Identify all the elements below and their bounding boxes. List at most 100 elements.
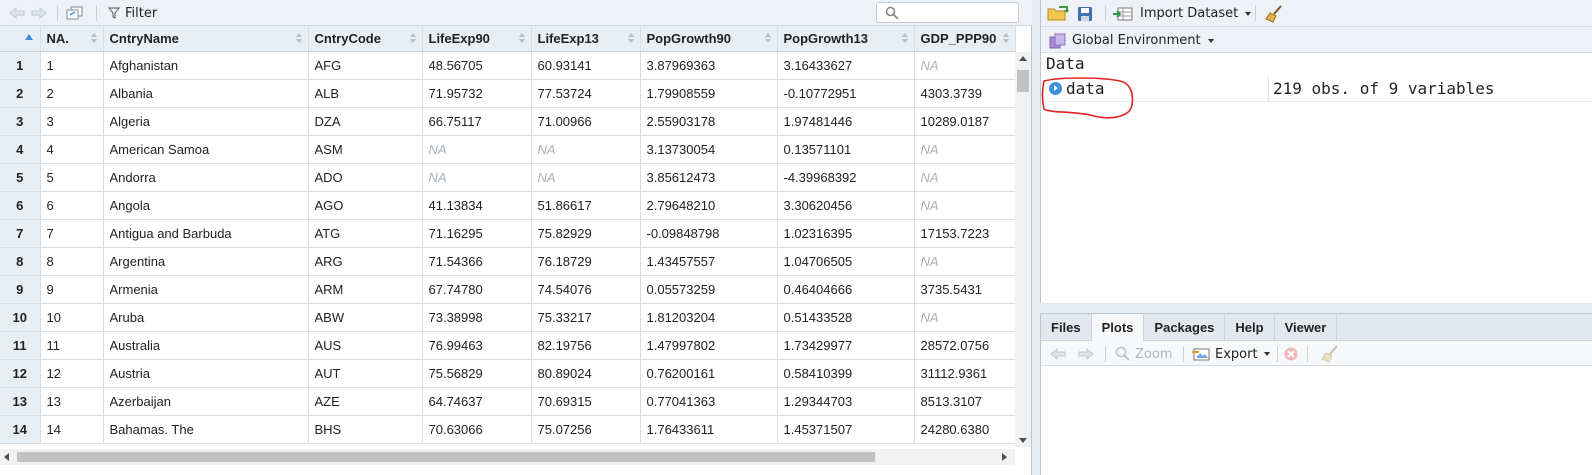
row-number-cell[interactable]: 12 [0,359,41,388]
table-row[interactable]: 11 11 Australia AUS 76.99463 82.19756 1.479978… [0,331,1016,360]
table-row[interactable]: 1 1 Afghanistan AFG 48.56705 60.93141 3.879693… [0,51,1016,80]
table-cell[interactable]: 76.18729 [531,247,641,276]
table-cell[interactable]: 1.04706505 [777,247,915,276]
table-cell[interactable]: 41.13834 [422,191,532,220]
table-cell[interactable]: 1.76433611 [640,415,778,444]
plot-back-arrow-icon[interactable] [1049,345,1067,363]
tab-files[interactable]: Files [1041,314,1092,341]
table-cell[interactable]: 71.54366 [422,247,532,276]
table-cell[interactable]: 1.43457557 [640,247,778,276]
table-cell[interactable]: 8513.3107 [914,387,1016,416]
open-folder-icon[interactable] [1047,4,1069,23]
table-cell[interactable]: 0.05573259 [640,275,778,304]
global-environment-dropdown[interactable]: Global Environment [1049,31,1214,50]
table-cell[interactable]: 1.45371507 [777,415,915,444]
save-icon[interactable] [1077,4,1093,23]
table-cell[interactable]: 12 [40,359,104,388]
table-cell[interactable]: 60.93141 [531,51,641,80]
table-cell[interactable]: -4.39968392 [777,163,915,192]
table-cell[interactable]: NA [914,191,1016,220]
table-cell[interactable]: ALB [308,79,423,108]
row-number-cell[interactable]: 10 [0,303,41,332]
table-row[interactable]: 5 5 Andorra ADO NA NA 3.85612473 -4.39968392 NA [0,163,1016,192]
table-cell[interactable]: 3 [40,107,104,136]
broom-clear-icon[interactable] [1321,345,1341,363]
row-number-cell[interactable]: 3 [0,107,41,136]
table-cell[interactable]: 1 [40,51,104,80]
table-cell[interactable]: 70.63066 [422,415,532,444]
column-header[interactable]: LifeExp13 [531,26,641,52]
row-number-cell[interactable]: 7 [0,219,41,248]
row-number-cell[interactable]: 2 [0,79,41,108]
table-cell[interactable]: 1.02316395 [777,219,915,248]
table-cell[interactable]: BHS [308,415,423,444]
table-cell[interactable]: 51.86617 [531,191,641,220]
table-cell[interactable]: 9 [40,275,104,304]
table-cell[interactable]: Armenia [103,275,309,304]
tab-viewer[interactable]: Viewer [1275,314,1338,341]
import-dataset-button[interactable]: Import Dataset [1113,4,1252,23]
forward-arrow-icon[interactable] [30,4,48,22]
table-cell[interactable]: 6 [40,191,104,220]
table-cell[interactable]: 66.75117 [422,107,532,136]
table-cell[interactable]: 0.13571101 [777,135,915,164]
table-cell[interactable]: 67.74780 [422,275,532,304]
column-header[interactable]: CntryName [103,26,309,52]
table-row[interactable]: 3 3 Algeria DZA 66.75117 71.00966 2.55903178 1.… [0,107,1016,136]
table-cell[interactable]: NA [531,135,641,164]
scroll-right-arrow-icon[interactable] [1002,453,1007,461]
table-cell[interactable]: 13 [40,387,104,416]
table-cell[interactable]: NA [531,163,641,192]
scroll-thumb[interactable] [17,452,875,462]
environment-variable-row[interactable]: data 219 obs. of 9 variables [1041,77,1592,102]
table-row[interactable]: 14 14 Bahamas. The BHS 70.63066 75.07256 1.764… [0,415,1016,444]
table-row[interactable]: 7 7 Antigua and Barbuda ATG 71.16295 75.82929… [0,219,1016,248]
back-arrow-icon[interactable] [8,4,26,22]
table-cell[interactable]: 5 [40,163,104,192]
table-cell[interactable]: 8 [40,247,104,276]
table-cell[interactable]: 10 [40,303,104,332]
row-number-cell[interactable]: 5 [0,163,41,192]
row-number-cell[interactable]: 8 [0,247,41,276]
table-cell[interactable]: 48.56705 [422,51,532,80]
table-cell[interactable]: NA [914,163,1016,192]
column-header[interactable]: LifeExp90 [422,26,532,52]
variable-name[interactable]: data [1066,79,1105,98]
table-cell[interactable]: 71.00966 [531,107,641,136]
table-cell[interactable]: 64.74637 [422,387,532,416]
row-number-cell[interactable]: 14 [0,415,41,444]
table-cell[interactable]: 24280.6380 [914,415,1016,444]
table-cell[interactable]: NA [422,135,532,164]
table-cell[interactable]: 75.56829 [422,359,532,388]
plot-forward-arrow-icon[interactable] [1077,345,1095,363]
table-cell[interactable]: NA [914,247,1016,276]
table-cell[interactable]: 11 [40,331,104,360]
row-number-cell[interactable]: 13 [0,387,41,416]
table-cell[interactable]: 3.30620456 [777,191,915,220]
table-cell[interactable]: 75.07256 [531,415,641,444]
table-cell[interactable]: ADO [308,163,423,192]
table-cell[interactable]: -0.10772951 [777,79,915,108]
zoom-button[interactable]: Zoom [1115,345,1172,363]
expand-arrow-icon[interactable] [1049,82,1062,95]
table-cell[interactable]: Australia [103,331,309,360]
table-cell[interactable]: 1.73429977 [777,331,915,360]
table-cell[interactable]: 31112.9361 [914,359,1016,388]
popout-window-icon[interactable] [66,4,84,22]
table-cell[interactable]: 4 [40,135,104,164]
table-cell[interactable]: 76.99463 [422,331,532,360]
table-cell[interactable]: 73.38998 [422,303,532,332]
table-cell[interactable]: Algeria [103,107,309,136]
table-cell[interactable]: 2.79648210 [640,191,778,220]
remove-plot-icon[interactable] [1283,345,1299,363]
table-cell[interactable]: Albania [103,79,309,108]
table-cell[interactable]: 28572.0756 [914,331,1016,360]
table-cell[interactable]: 0.58410399 [777,359,915,388]
scroll-down-arrow-icon[interactable] [1019,438,1027,443]
table-cell[interactable]: ABW [308,303,423,332]
table-cell[interactable]: 70.69315 [531,387,641,416]
row-number-cell[interactable]: 11 [0,331,41,360]
table-row[interactable]: 4 4 American Samoa ASM NA NA 3.13730054 0.13571… [0,135,1016,164]
table-cell[interactable]: Bahamas. The [103,415,309,444]
table-cell[interactable]: 1.79908559 [640,79,778,108]
